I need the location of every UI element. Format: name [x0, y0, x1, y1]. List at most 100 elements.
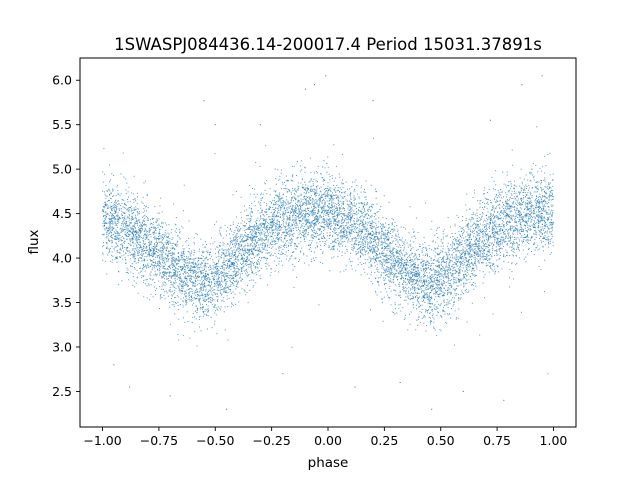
data-point: [159, 229, 161, 231]
data-point: [479, 213, 481, 215]
data-point: [461, 292, 463, 294]
data-point: [173, 242, 175, 244]
data-point: [433, 280, 435, 282]
data-point: [120, 217, 122, 219]
data-point: [529, 217, 531, 219]
data-point: [316, 242, 318, 244]
data-point: [482, 242, 484, 244]
data-point: [523, 236, 525, 238]
data-point: [385, 271, 387, 273]
data-point: [190, 262, 192, 264]
data-point: [258, 262, 260, 264]
data-point: [497, 211, 499, 213]
data-point: [416, 300, 418, 302]
data-point: [165, 290, 167, 292]
data-point: [392, 231, 394, 233]
data-point: [249, 232, 251, 234]
data-point: [501, 220, 503, 222]
data-point: [148, 255, 150, 257]
data-point: [313, 224, 315, 226]
data-point: [253, 263, 255, 265]
data-point: [371, 220, 373, 222]
data-point: [466, 257, 468, 259]
data-point: [158, 235, 160, 237]
data-point: [552, 241, 554, 243]
data-point: [364, 196, 366, 198]
data-point: [227, 242, 229, 244]
data-point: [208, 284, 210, 286]
data-point: [157, 212, 159, 214]
data-point: [389, 248, 391, 250]
data-point: [298, 186, 300, 188]
data-point: [315, 202, 317, 204]
data-point: [523, 178, 525, 180]
data-point: [293, 212, 295, 214]
data-point: [529, 230, 531, 232]
data-point: [372, 244, 374, 246]
data-point: [186, 260, 188, 262]
data-point: [421, 282, 423, 284]
data-point: [410, 264, 412, 266]
data-point: [130, 210, 132, 212]
data-point: [465, 241, 467, 243]
data-point: [380, 255, 382, 257]
data-point: [176, 295, 178, 297]
data-point: [456, 247, 458, 249]
data-point: [238, 260, 240, 262]
data-point: [161, 221, 163, 223]
data-point: [224, 329, 226, 331]
data-point: [529, 202, 531, 204]
data-point: [408, 232, 410, 234]
data-point: [528, 184, 530, 186]
data-point: [261, 229, 263, 231]
data-point: [134, 214, 136, 216]
data-point: [169, 286, 171, 288]
data-point: [217, 299, 219, 301]
data-point: [159, 272, 161, 274]
data-point: [349, 235, 351, 237]
data-point: [431, 277, 433, 279]
data-point: [280, 202, 282, 204]
data-point: [131, 216, 133, 218]
data-point: [473, 264, 475, 266]
data-point: [544, 291, 546, 293]
data-point: [268, 209, 270, 211]
data-point: [455, 241, 457, 243]
data-point: [314, 230, 316, 232]
data-point: [250, 242, 252, 244]
data-point: [351, 216, 353, 217]
data-point: [251, 258, 253, 260]
data-point: [537, 219, 539, 221]
data-point: [231, 278, 233, 280]
data-point: [340, 226, 342, 228]
data-point: [510, 197, 512, 199]
data-point: [177, 305, 179, 307]
data-point: [341, 255, 343, 257]
data-point: [459, 260, 461, 262]
data-point: [468, 259, 470, 261]
data-point: [171, 260, 173, 262]
data-point: [162, 266, 164, 268]
data-point: [188, 295, 190, 297]
data-point: [340, 224, 342, 226]
data-point: [171, 244, 173, 246]
data-point: [146, 210, 148, 212]
data-point: [443, 287, 445, 289]
data-point: [548, 222, 550, 224]
data-point: [136, 276, 138, 278]
data-point: [169, 249, 171, 251]
data-point: [157, 268, 159, 270]
data-point: [163, 262, 165, 264]
data-point: [255, 196, 257, 198]
data-point: [147, 217, 149, 219]
data-point: [318, 208, 320, 210]
data-point: [360, 237, 362, 239]
data-point: [443, 277, 445, 279]
data-point: [174, 286, 176, 288]
data-point: [157, 238, 159, 240]
data-point: [424, 242, 426, 244]
data-point: [338, 221, 340, 223]
data-point: [312, 257, 314, 259]
data-point: [189, 300, 191, 302]
data-point: [465, 225, 467, 227]
